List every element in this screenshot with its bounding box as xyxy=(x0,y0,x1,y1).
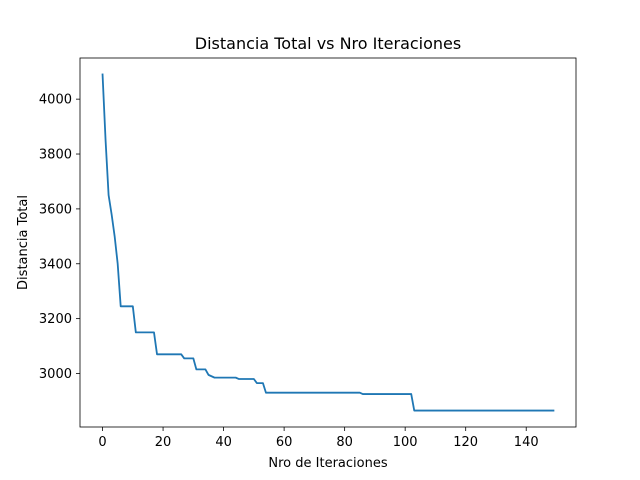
chart-title: Distancia Total vs Nro Iteraciones xyxy=(195,34,461,53)
x-axis-ticks: 0 20 40 60 80 100 120 140 xyxy=(98,427,539,450)
x-tick-label: 40 xyxy=(215,435,232,450)
y-tick-label: 3200 xyxy=(39,312,72,327)
x-tick-label: 20 xyxy=(155,435,172,450)
x-tick-label: 140 xyxy=(514,435,539,450)
y-axis-label: Distancia Total xyxy=(16,195,31,290)
series-line xyxy=(101,73,555,412)
plot-frame xyxy=(79,57,577,428)
x-tick-label: 60 xyxy=(276,435,293,450)
x-tick-label: 100 xyxy=(393,435,418,450)
y-axis-ticks: 3000 3200 3400 3600 3800 4000 xyxy=(39,93,80,382)
plot-area xyxy=(80,58,576,427)
y-tick-label: 3000 xyxy=(39,367,72,382)
x-axis-label: Nro de Iteraciones xyxy=(268,456,387,471)
y-tick-label: 3600 xyxy=(39,202,72,217)
y-tick-label: 3800 xyxy=(39,148,72,163)
x-tick-label: 120 xyxy=(453,435,478,450)
y-tick-label: 4000 xyxy=(39,93,72,108)
x-tick-label: 0 xyxy=(98,435,106,450)
x-tick-label: 80 xyxy=(336,435,353,450)
y-tick-label: 3400 xyxy=(39,257,72,272)
